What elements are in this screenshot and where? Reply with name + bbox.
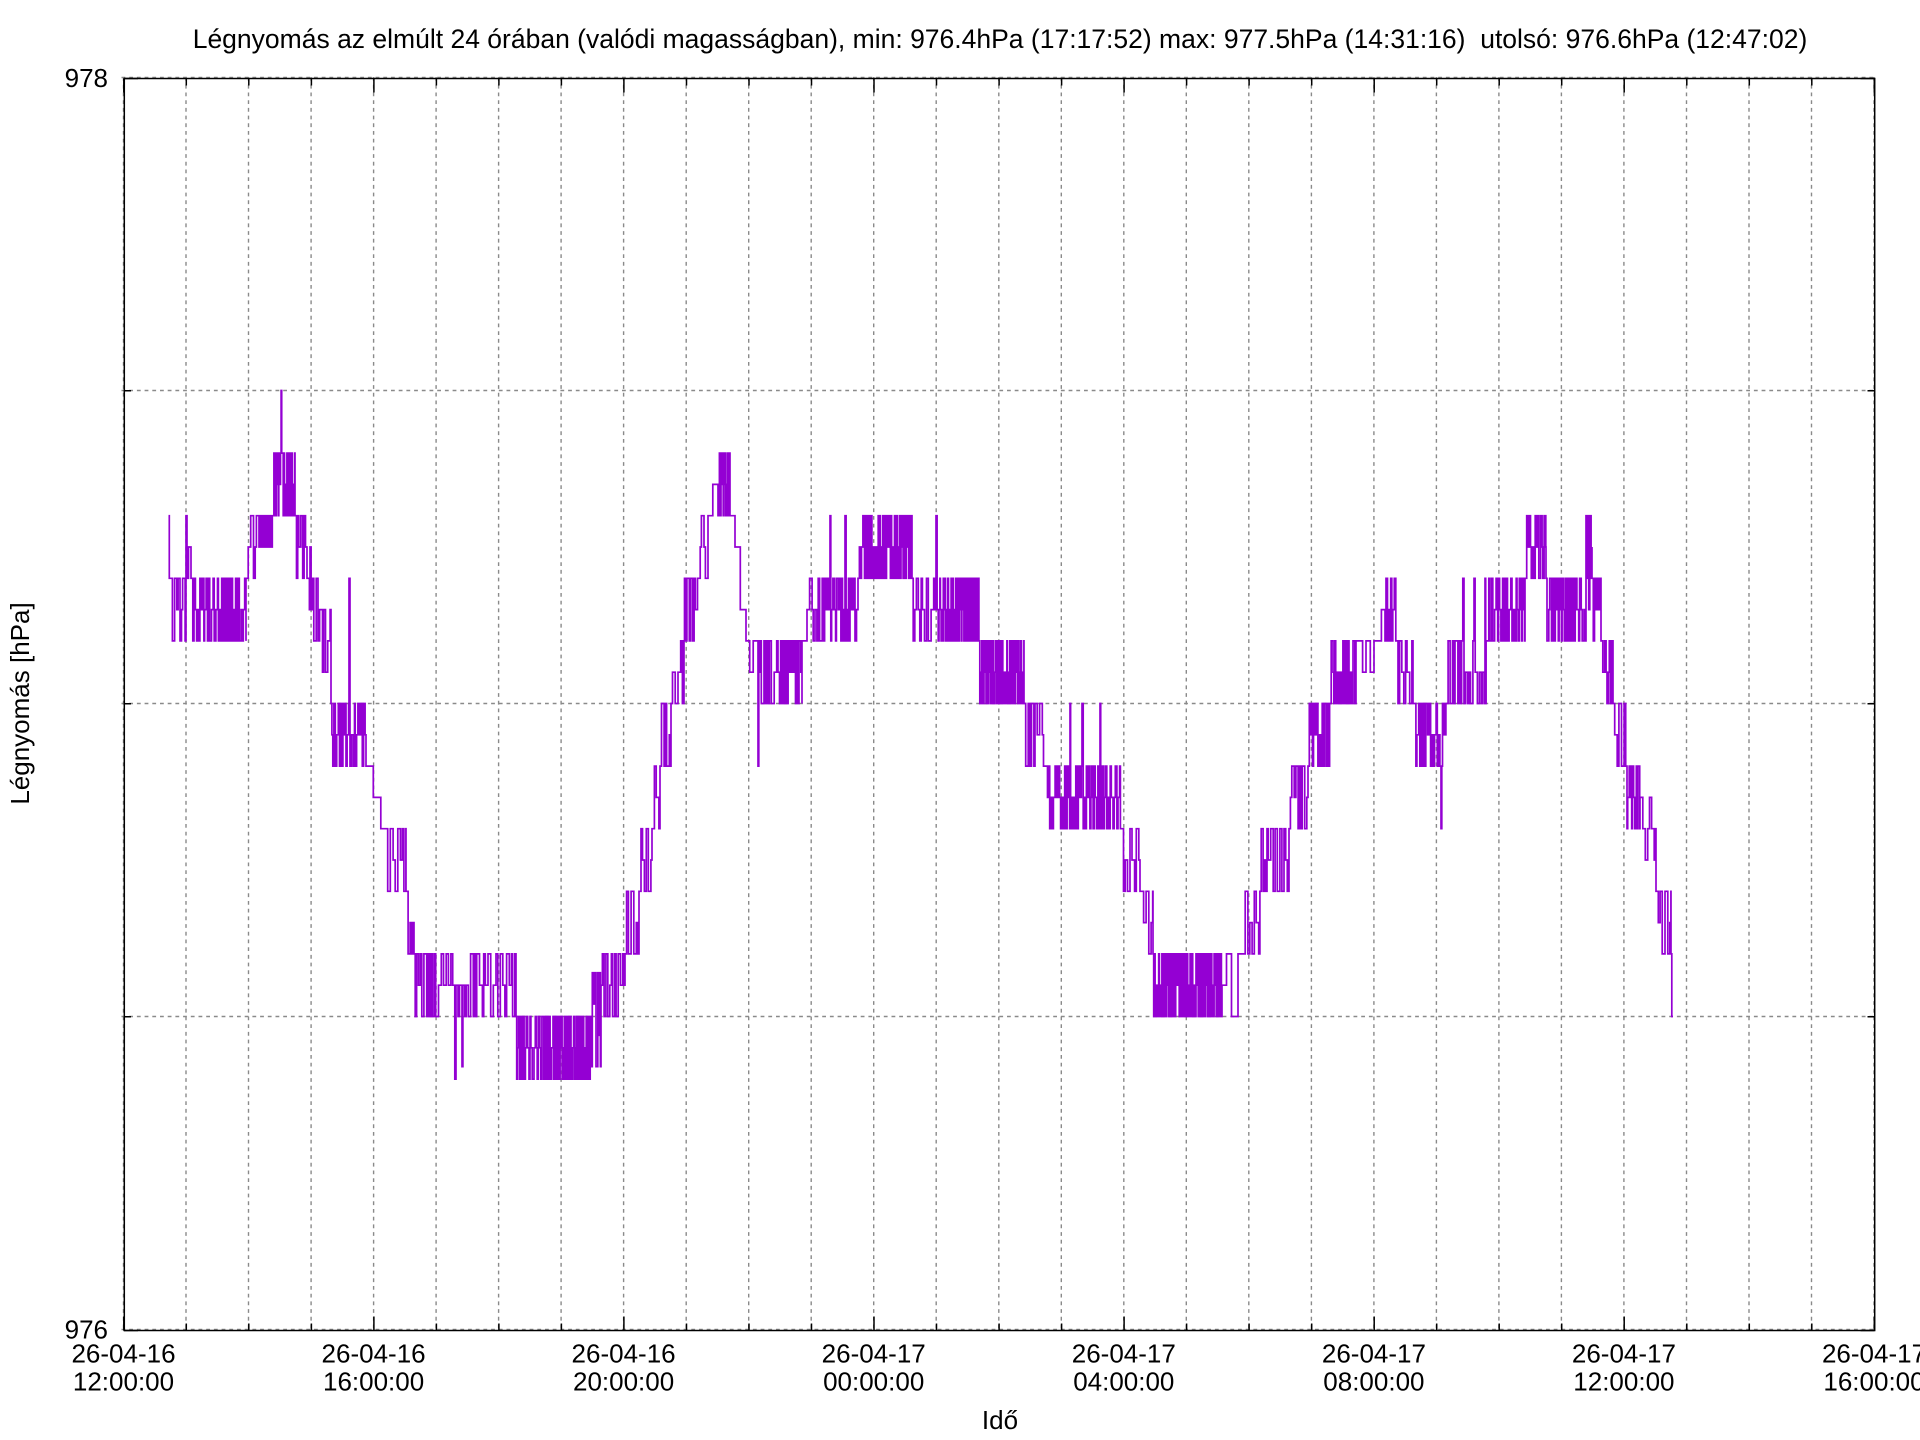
svg-text:26-04-16: 26-04-16	[71, 1339, 175, 1369]
svg-text:26-04-16: 26-04-16	[322, 1339, 426, 1369]
svg-text:978: 978	[65, 63, 108, 93]
svg-text:26-04-17: 26-04-17	[1072, 1339, 1176, 1369]
svg-text:12:00:00: 12:00:00	[1573, 1367, 1674, 1397]
svg-text:20:00:00: 20:00:00	[573, 1367, 674, 1397]
svg-text:08:00:00: 08:00:00	[1323, 1367, 1424, 1397]
svg-text:26-04-17: 26-04-17	[1322, 1339, 1426, 1369]
svg-text:976: 976	[65, 1315, 108, 1345]
svg-text:26-04-16: 26-04-16	[572, 1339, 676, 1369]
svg-text:26-04-17: 26-04-17	[1572, 1339, 1676, 1369]
svg-text:26-04-17: 26-04-17	[822, 1339, 926, 1369]
svg-text:04:00:00: 04:00:00	[1073, 1367, 1174, 1397]
svg-text:Idő: Idő	[982, 1405, 1018, 1435]
svg-text:Légnyomás az elmúlt 24 órában: Légnyomás az elmúlt 24 órában (valódi ma…	[193, 24, 1808, 54]
svg-text:Légnyomás [hPa]: Légnyomás [hPa]	[5, 602, 35, 804]
svg-text:16:00:00: 16:00:00	[323, 1367, 424, 1397]
svg-text:00:00:00: 00:00:00	[823, 1367, 924, 1397]
svg-text:12:00:00: 12:00:00	[73, 1367, 174, 1397]
svg-text:26-04-17: 26-04-17	[1822, 1339, 1920, 1369]
svg-text:16:00:00: 16:00:00	[1823, 1367, 1920, 1397]
